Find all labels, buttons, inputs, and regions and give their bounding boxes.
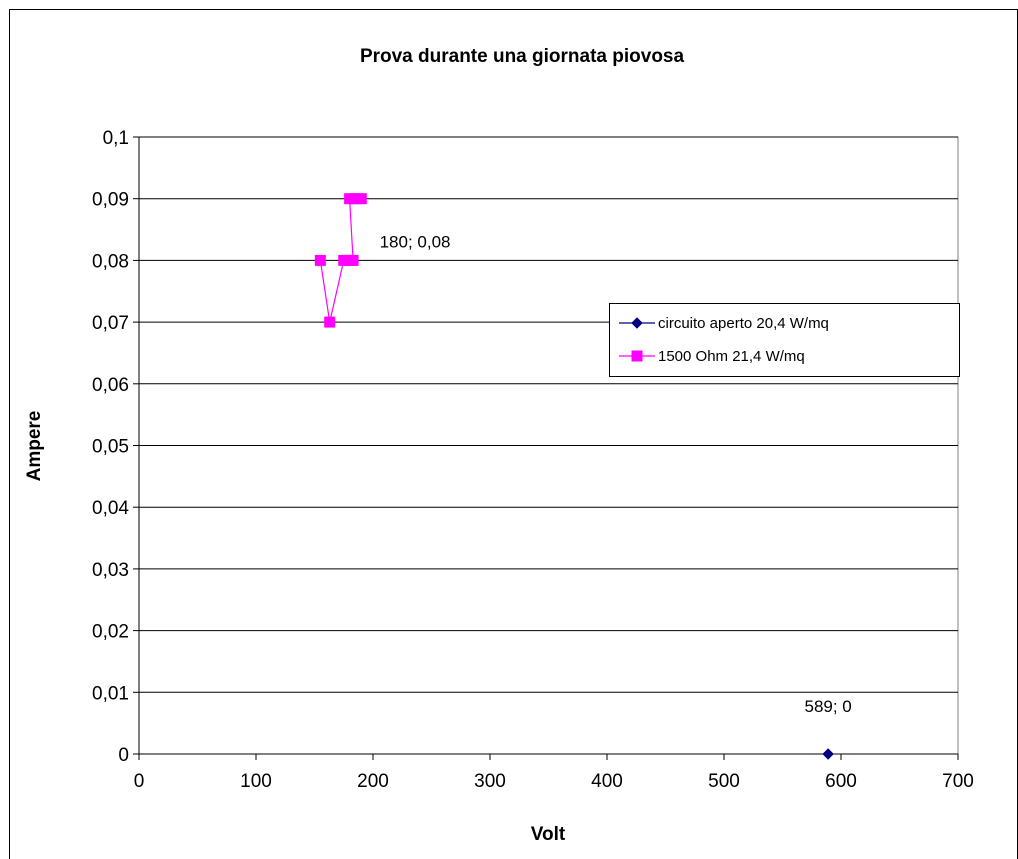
y-tick-label: 0,07	[92, 313, 129, 334]
y-tick-label: 0,03	[92, 560, 129, 581]
data-label: 180; 0,08	[380, 232, 451, 251]
data-point	[348, 255, 358, 265]
x-tick-label: 400	[591, 771, 623, 792]
y-tick-label: 0,08	[92, 251, 129, 272]
legend-label: circuito aperto 20,4 W/mq	[658, 315, 829, 332]
x-tick-label: 600	[825, 771, 857, 792]
data-point	[325, 317, 335, 327]
y-axis-title: Ampere	[24, 411, 45, 482]
x-tick-label: 500	[708, 771, 740, 792]
y-tick-label: 0,02	[92, 622, 129, 643]
x-tick-label: 100	[240, 771, 272, 792]
legend: circuito aperto 20,4 W/mq 1500 Ohm 21,4 W…	[610, 304, 960, 377]
legend-marker	[632, 351, 642, 361]
data-point	[356, 194, 366, 204]
y-tick-label: 0,09	[92, 190, 129, 211]
y-tick-label: 0,04	[92, 498, 129, 519]
x-tick-label: 700	[942, 771, 974, 792]
y-tick-label: 0,06	[92, 375, 129, 396]
chart-title: Prova durante una giornata piovosa	[360, 46, 685, 67]
x-axis-title: Volt	[531, 824, 566, 845]
y-tick-label: 0	[118, 745, 129, 766]
x-tick-label: 0	[134, 771, 145, 792]
x-tick-label: 300	[474, 771, 506, 792]
y-tick-label: 0,01	[92, 683, 129, 704]
data-label: 589; 0	[804, 697, 851, 716]
legend-label: 1500 Ohm 21,4 W/mq	[658, 348, 805, 365]
data-point	[315, 255, 325, 265]
x-tick-label: 200	[357, 771, 389, 792]
y-tick-label: 0,05	[92, 437, 129, 458]
y-tick-label: 0,1	[103, 128, 129, 149]
